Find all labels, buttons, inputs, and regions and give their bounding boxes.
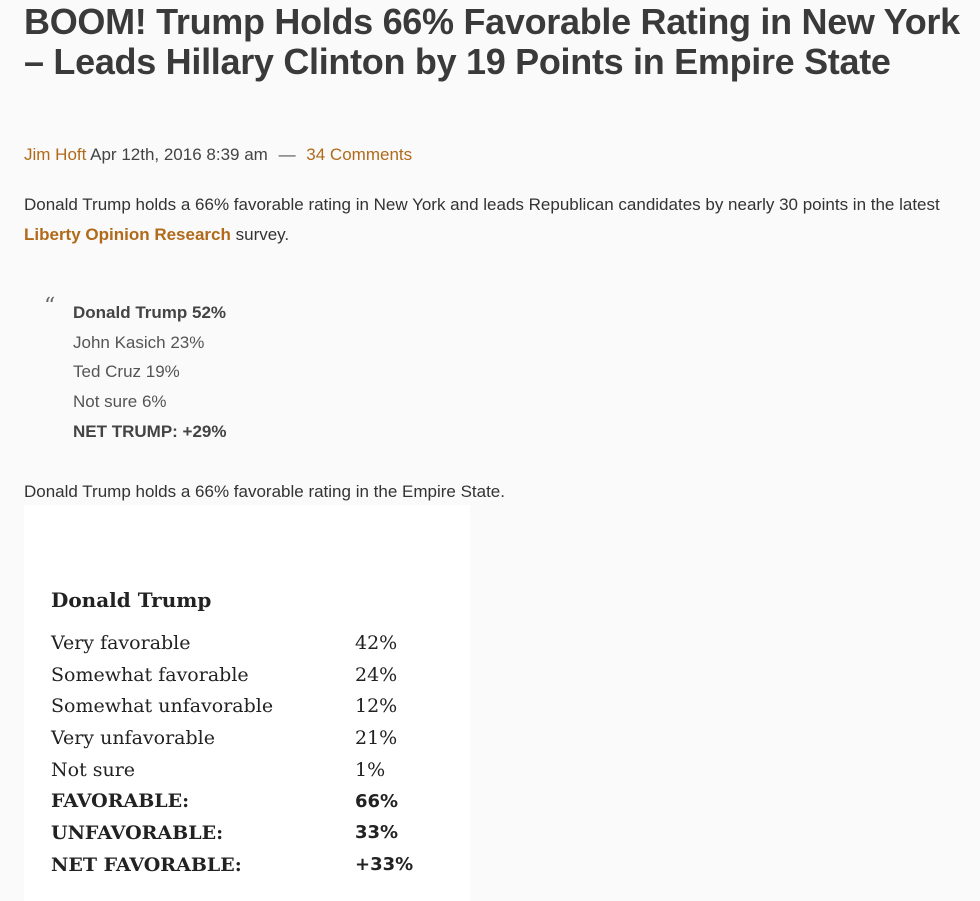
row-value: 1% (355, 758, 386, 781)
quote-line: John Kasich 23% (73, 332, 205, 352)
row-label: Very unfavorable (51, 726, 215, 749)
comments-link[interactable]: 34 Comments (306, 145, 413, 164)
poll-title: Donald Trump (51, 588, 212, 612)
intro-text: Donald Trump holds a 66% favorable ratin… (24, 195, 940, 214)
row-label: Not sure (51, 758, 136, 781)
table-row: Not sure 1% (51, 754, 435, 786)
post-date: Apr 12th, 2016 8:39 am (90, 145, 268, 164)
row-value: 12% (355, 695, 398, 718)
table-row: NET FAVORABLE: +33% (51, 849, 435, 881)
row-value: 24% (355, 663, 398, 686)
quote-line: Not sure 6% (73, 392, 167, 412)
poll-results-image: Donald Trump Very favorable 42% Somewhat f… (24, 505, 470, 901)
quote-line: NET TRUMP: +29% (73, 421, 227, 441)
intro-text-end: survey. (230, 225, 290, 244)
row-label: Somewhat unfavorable (51, 695, 274, 718)
row-label: NET FAVORABLE: (51, 853, 242, 876)
table-row: Somewhat unfavorable 12% (51, 690, 435, 722)
quote-icon: “ (44, 294, 56, 319)
table-row: Very unfavorable 21% (51, 722, 435, 754)
row-value: 21% (355, 726, 398, 749)
intro-paragraph: Donald Trump holds a 66% favorable ratin… (24, 190, 974, 250)
row-value: 66% (355, 790, 399, 812)
row-label: Very favorable (51, 631, 191, 654)
quote-line: Donald Trump 52% (73, 303, 227, 322)
row-label: UNFAVORABLE: (51, 821, 224, 844)
row-value: 42% (355, 631, 398, 654)
row-value: +33% (355, 854, 414, 876)
row-value: 33% (355, 822, 399, 844)
byline: Jim Hoft Apr 12th, 2016 8:39 am — 34 Com… (24, 145, 412, 165)
quote-line: Ted Cruz 19% (73, 362, 180, 382)
table-row: UNFAVORABLE: 33% (51, 817, 435, 849)
quote-lines: Donald Trump 52% John Kasich 23% Ted Cruz … (73, 298, 227, 447)
liberty-opinion-research-link[interactable]: Liberty Opinion Research (24, 225, 231, 244)
second-paragraph: Donald Trump holds a 66% favorable ratin… (24, 482, 505, 501)
byline-separator: — (278, 145, 296, 164)
table-row: FAVORABLE: 66% (51, 785, 435, 817)
table-row: Somewhat favorable 24% (51, 659, 435, 691)
poll-table: Very favorable 42% Somewhat favorable 24% So… (51, 627, 435, 881)
table-row: Very favorable 42% (51, 627, 435, 659)
row-label: FAVORABLE: (51, 790, 190, 813)
article-title: BOOM! Trump Holds 66% Favorable Rating i… (24, 1, 960, 82)
row-label: Somewhat favorable (51, 663, 249, 686)
author-link[interactable]: Jim Hoft (24, 145, 87, 164)
